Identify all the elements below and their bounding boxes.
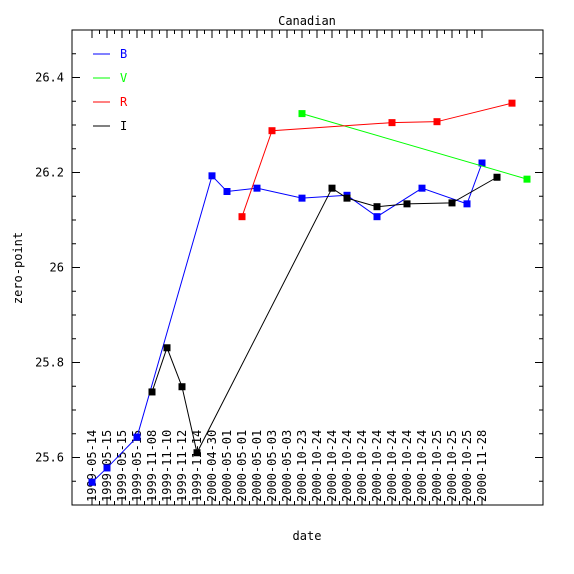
data-point-I <box>328 184 336 192</box>
legend-label-I: I <box>120 119 127 133</box>
data-point-B <box>418 184 426 192</box>
x-tick-label: 1999-11-08 <box>145 430 159 502</box>
x-tick-label: 1999-05-15 <box>115 430 129 502</box>
data-point-B <box>478 159 486 167</box>
x-tick-label: 2000-10-24 <box>340 430 354 502</box>
x-tick-label: 2000-10-25 <box>445 430 459 502</box>
series-layer <box>88 99 531 486</box>
data-point-B <box>88 478 96 486</box>
x-tick-label: 1999-11-12 <box>175 430 189 502</box>
y-axis-label: zero-point <box>11 232 25 304</box>
series-R <box>238 99 516 221</box>
series-line-I <box>151 176 498 455</box>
x-tick-label: 1999-11-10 <box>160 430 174 502</box>
x-tick-label: 1999-05-15 <box>130 430 144 502</box>
x-tick-label: 2000-05-03 <box>280 430 294 502</box>
data-point-B <box>463 200 471 208</box>
data-point-R <box>238 213 246 221</box>
x-tick-label: 2000-10-24 <box>400 430 414 502</box>
data-point-V <box>298 110 306 118</box>
data-point-B <box>253 184 261 192</box>
x-axis: 1999-05-141999-05-151999-05-151999-05-15… <box>85 30 489 505</box>
chart-title: Canadian <box>278 14 336 28</box>
y-tick-label: 25.6 <box>35 451 64 465</box>
series-B <box>88 159 486 486</box>
data-point-B <box>208 172 216 180</box>
data-point-B <box>298 194 306 202</box>
x-tick-label: 1999-11-14 <box>190 430 204 502</box>
data-point-I <box>193 449 201 457</box>
x-tick-label: 2000-10-25 <box>430 430 444 502</box>
data-point-B <box>103 464 111 472</box>
data-point-B <box>133 433 141 441</box>
x-tick-label: 2000-05-01 <box>220 430 234 502</box>
series-line-V <box>301 113 528 180</box>
data-point-I <box>163 344 171 352</box>
data-point-I <box>403 200 411 208</box>
data-point-I <box>448 199 456 207</box>
data-point-I <box>373 203 381 211</box>
data-point-B <box>373 213 381 221</box>
data-point-I <box>178 383 186 391</box>
x-tick-label: 2000-05-01 <box>235 430 249 502</box>
x-axis-label: date <box>293 529 322 543</box>
x-tick-label: 2000-10-24 <box>385 430 399 502</box>
series-I <box>148 173 501 457</box>
y-tick-label: 26.2 <box>35 166 64 180</box>
x-tick-label: 2000-10-24 <box>310 430 324 502</box>
data-point-I <box>148 388 156 396</box>
x-tick-label: 2000-10-24 <box>415 430 429 502</box>
x-tick-label: 2000-05-01 <box>250 430 264 502</box>
data-point-R <box>508 99 516 107</box>
x-tick-label: 2000-10-25 <box>460 430 474 502</box>
x-tick-label: 2000-10-24 <box>370 430 384 502</box>
legend-label-R: R <box>120 95 128 109</box>
data-point-I <box>343 194 351 202</box>
x-tick-label: 2000-10-24 <box>325 430 339 502</box>
y-tick-label: 26.4 <box>35 71 64 85</box>
series-V <box>298 110 531 183</box>
data-point-R <box>388 119 396 127</box>
y-tick-label: 26 <box>50 261 64 275</box>
data-point-I <box>493 173 501 181</box>
legend-label-V: V <box>120 71 127 85</box>
data-point-R <box>268 127 276 135</box>
x-tick-label: 2000-05-03 <box>265 430 279 502</box>
data-point-V <box>523 175 531 183</box>
x-tick-label: 2000-11-28 <box>475 430 489 502</box>
series-line-B <box>91 162 483 483</box>
y-axis: 25.6 25.8 26 26.2 26.4 <box>35 29 543 506</box>
x-tick-label: 2000-10-24 <box>355 430 369 502</box>
x-tick-label: 2000-04-30 <box>205 430 219 502</box>
series-line-R <box>241 102 513 217</box>
data-point-R <box>433 118 441 126</box>
x-tick-label: 1999-05-14 <box>85 430 99 502</box>
legend-label-B: B <box>120 47 127 61</box>
data-point-B <box>223 188 231 195</box>
y-tick-label: 25.8 <box>35 356 64 370</box>
x-tick-label: 2000-10-23 <box>295 430 309 502</box>
